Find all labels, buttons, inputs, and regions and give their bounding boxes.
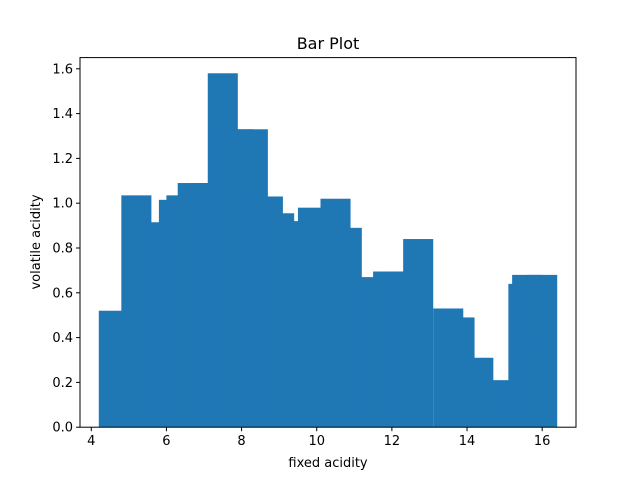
y-tick-label: 0.0 bbox=[52, 421, 73, 436]
x-axis-title: fixed acidity bbox=[288, 456, 368, 471]
bar-19 bbox=[403, 239, 434, 428]
y-tick-label: 1.4 bbox=[52, 107, 73, 122]
y-axis-title: volatile acidity bbox=[29, 194, 44, 289]
y-tick-label: 1.2 bbox=[52, 152, 73, 167]
y-tick-label: 1.6 bbox=[52, 62, 73, 77]
x-tick-label: 4 bbox=[87, 434, 95, 449]
x-tick-label: 8 bbox=[237, 434, 245, 449]
x-tick-label: 16 bbox=[534, 434, 551, 449]
y-tick-label: 0.6 bbox=[52, 286, 73, 301]
y-tick-label: 1.0 bbox=[52, 197, 73, 212]
chart-title: Bar Plot bbox=[297, 34, 360, 53]
y-tick-label: 0.8 bbox=[52, 242, 73, 257]
x-tick-label: 12 bbox=[384, 434, 401, 449]
bars-group bbox=[98, 73, 558, 428]
x-tick-label: 14 bbox=[459, 434, 476, 449]
y-tick-label: 0.2 bbox=[52, 376, 73, 391]
bar-15 bbox=[331, 227, 362, 428]
bar-27 bbox=[523, 346, 554, 428]
y-axis-ticks: 0.0 0.2 0.4 0.6 0.8 1.0 1.2 1.4 1.6 bbox=[52, 62, 80, 436]
y-tick-label: 0.4 bbox=[52, 331, 73, 346]
x-tick-label: 6 bbox=[162, 434, 170, 449]
x-tick-label: 10 bbox=[308, 434, 325, 449]
x-axis-ticks: 4 6 8 10 12 14 16 bbox=[87, 427, 550, 449]
plot-frame bbox=[79, 57, 577, 428]
